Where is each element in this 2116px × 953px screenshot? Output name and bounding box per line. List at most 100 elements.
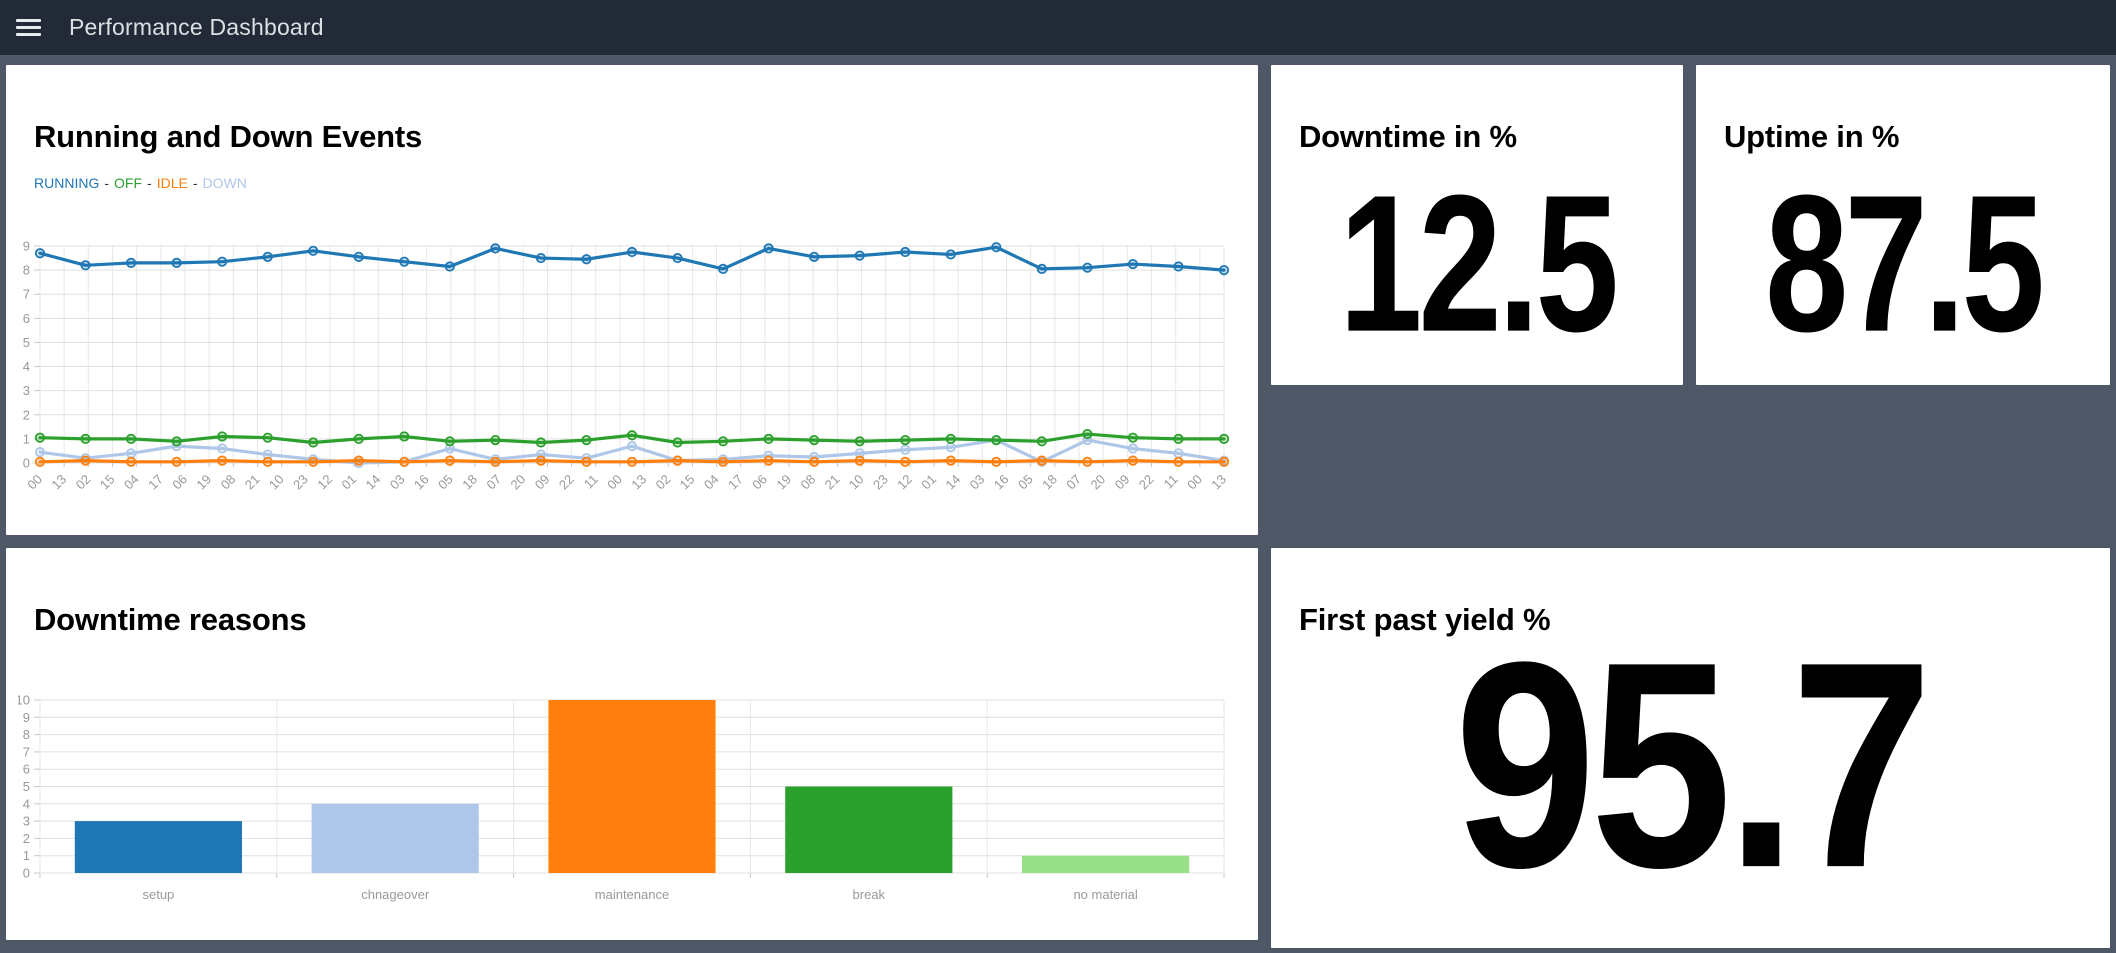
svg-text:5: 5 — [23, 335, 30, 350]
svg-text:06: 06 — [169, 471, 190, 492]
svg-text:02: 02 — [653, 471, 674, 492]
running-down-events-panel: Running and Down Events RUNNING - OFF - IDLE… — [6, 65, 1258, 535]
chart-legend: RUNNING - OFF - IDLE - DOWN — [6, 155, 1258, 191]
svg-text:04: 04 — [121, 471, 142, 492]
svg-text:00: 00 — [1184, 471, 1205, 492]
svg-text:2: 2 — [23, 407, 30, 422]
running-down-events-chart[interactable]: 0 1 2 3 4 5 6 7 8 9 00 13 02 15 04 17 06 19 08 21 10 23 12 01 14… — [18, 233, 1258, 510]
dashboard-row-1: Running and Down Events RUNNING - OFF - IDLE… — [6, 65, 2110, 535]
svg-text:07: 07 — [1063, 471, 1084, 492]
svg-text:06: 06 — [749, 471, 770, 492]
svg-text:01: 01 — [338, 471, 359, 492]
svg-text:05: 05 — [1015, 471, 1036, 492]
svg-text:9: 9 — [23, 709, 30, 724]
svg-text:3: 3 — [23, 813, 30, 828]
line-chart-x-axis: 00 13 02 15 04 17 06 19 08 21 10 23 12 01 14 03 16 05 18 07… — [24, 462, 1229, 492]
svg-text:09: 09 — [532, 471, 553, 492]
bar-chart-y-axis: 0 1 2 3 4 5 6 7 8 9 10 — [16, 692, 40, 880]
svg-text:6: 6 — [23, 310, 30, 325]
svg-text:4: 4 — [23, 359, 30, 374]
svg-text:03: 03 — [967, 471, 988, 492]
legend-item-running[interactable]: RUNNING — [34, 174, 100, 191]
legend-separator: - — [147, 174, 152, 191]
uptime-value: 87.5 — [1765, 153, 2045, 373]
svg-text:2: 2 — [23, 831, 30, 846]
dashboard-row-2: Downtime reasons 0 1 2 3 4 5 6 7 8 9 10 setup chnage… — [6, 548, 2110, 948]
svg-text:04: 04 — [701, 471, 722, 492]
series-idle — [34, 455, 1230, 467]
svg-text:12: 12 — [894, 471, 915, 492]
svg-text:10: 10 — [18, 692, 30, 707]
bar-chnageover[interactable] — [311, 803, 479, 873]
svg-text:22: 22 — [556, 471, 577, 492]
svg-text:15: 15 — [97, 471, 118, 492]
bar-maintenance[interactable] — [548, 699, 716, 873]
downtime-reasons-panel: Downtime reasons 0 1 2 3 4 5 6 7 8 9 10 setup chnage… — [6, 548, 1258, 940]
svg-text:15: 15 — [677, 471, 698, 492]
svg-text:9: 9 — [23, 238, 30, 253]
bar-break[interactable] — [785, 786, 953, 873]
events-panel-title: Running and Down Events — [34, 119, 423, 154]
bar-series — [74, 699, 1190, 873]
svg-text:maintenance: maintenance — [595, 887, 669, 902]
svg-text:14: 14 — [363, 471, 384, 492]
svg-text:19: 19 — [773, 471, 794, 492]
svg-text:0: 0 — [23, 865, 30, 880]
svg-text:no material: no material — [1073, 887, 1137, 902]
svg-text:0: 0 — [23, 455, 30, 470]
svg-text:14: 14 — [942, 471, 963, 492]
legend-item-idle[interactable]: IDLE — [156, 174, 188, 191]
svg-text:11: 11 — [1161, 471, 1181, 491]
svg-text:19: 19 — [193, 471, 214, 492]
svg-text:23: 23 — [290, 471, 311, 492]
top-navbar: Performance Dashboard — [0, 0, 2116, 55]
svg-text:20: 20 — [508, 471, 529, 492]
downtime-value: 12.5 — [1339, 153, 1619, 373]
svg-text:09: 09 — [1112, 471, 1133, 492]
svg-text:07: 07 — [483, 471, 504, 492]
bar-chart-x-axis: setup chnageover maintenance break no materi… — [142, 887, 1137, 902]
legend-item-down[interactable]: DOWN — [202, 174, 247, 191]
svg-text:17: 17 — [145, 471, 166, 492]
svg-text:8: 8 — [23, 262, 30, 277]
svg-text:16: 16 — [991, 471, 1012, 492]
svg-text:03: 03 — [387, 471, 408, 492]
svg-text:10: 10 — [846, 471, 867, 492]
svg-text:18: 18 — [459, 471, 480, 492]
reasons-panel-title: Downtime reasons — [34, 602, 307, 637]
svg-text:setup: setup — [142, 887, 174, 902]
downtime-reasons-chart[interactable]: 0 1 2 3 4 5 6 7 8 9 10 setup chnageover maintenance br… — [16, 683, 1258, 918]
line-chart-y-axis: 0 1 2 3 4 5 6 7 8 9 — [23, 238, 40, 470]
downtime-panel-title: Downtime in % — [1299, 119, 1517, 154]
svg-text:21: 21 — [242, 471, 263, 492]
svg-text:12: 12 — [314, 471, 335, 492]
svg-text:6: 6 — [23, 761, 30, 776]
svg-text:16: 16 — [411, 471, 432, 492]
bar-no-material[interactable] — [1022, 855, 1190, 873]
svg-text:20: 20 — [1087, 471, 1108, 492]
menu-icon[interactable] — [16, 19, 41, 36]
svg-text:1: 1 — [23, 848, 30, 863]
downtime-panel: Downtime in % 12.5 — [1271, 65, 1683, 385]
svg-text:3: 3 — [23, 383, 30, 398]
svg-text:01: 01 — [918, 471, 939, 492]
legend-separator: - — [104, 174, 110, 191]
svg-text:18: 18 — [1039, 471, 1060, 492]
legend-item-off[interactable]: OFF — [114, 174, 143, 191]
svg-text:8: 8 — [23, 727, 30, 742]
svg-text:13: 13 — [1208, 471, 1229, 492]
legend-separator: - — [192, 174, 198, 191]
svg-text:00: 00 — [604, 471, 625, 492]
series-off — [34, 428, 1230, 448]
dashboard-content: Running and Down Events RUNNING - OFF - IDLE… — [0, 55, 2116, 948]
fpy-value: 95.7 — [1454, 601, 1932, 930]
bar-setup[interactable] — [74, 820, 242, 873]
uptime-panel: Uptime in % 87.5 — [1696, 65, 2110, 385]
bar-chart-svg: 0 1 2 3 4 5 6 7 8 9 10 setup chnageover maintenance br… — [16, 692, 1225, 902]
svg-text:21: 21 — [822, 471, 843, 492]
svg-text:11: 11 — [581, 471, 601, 491]
svg-text:10: 10 — [266, 471, 287, 492]
svg-text:5: 5 — [23, 779, 30, 794]
svg-text:17: 17 — [725, 471, 746, 492]
